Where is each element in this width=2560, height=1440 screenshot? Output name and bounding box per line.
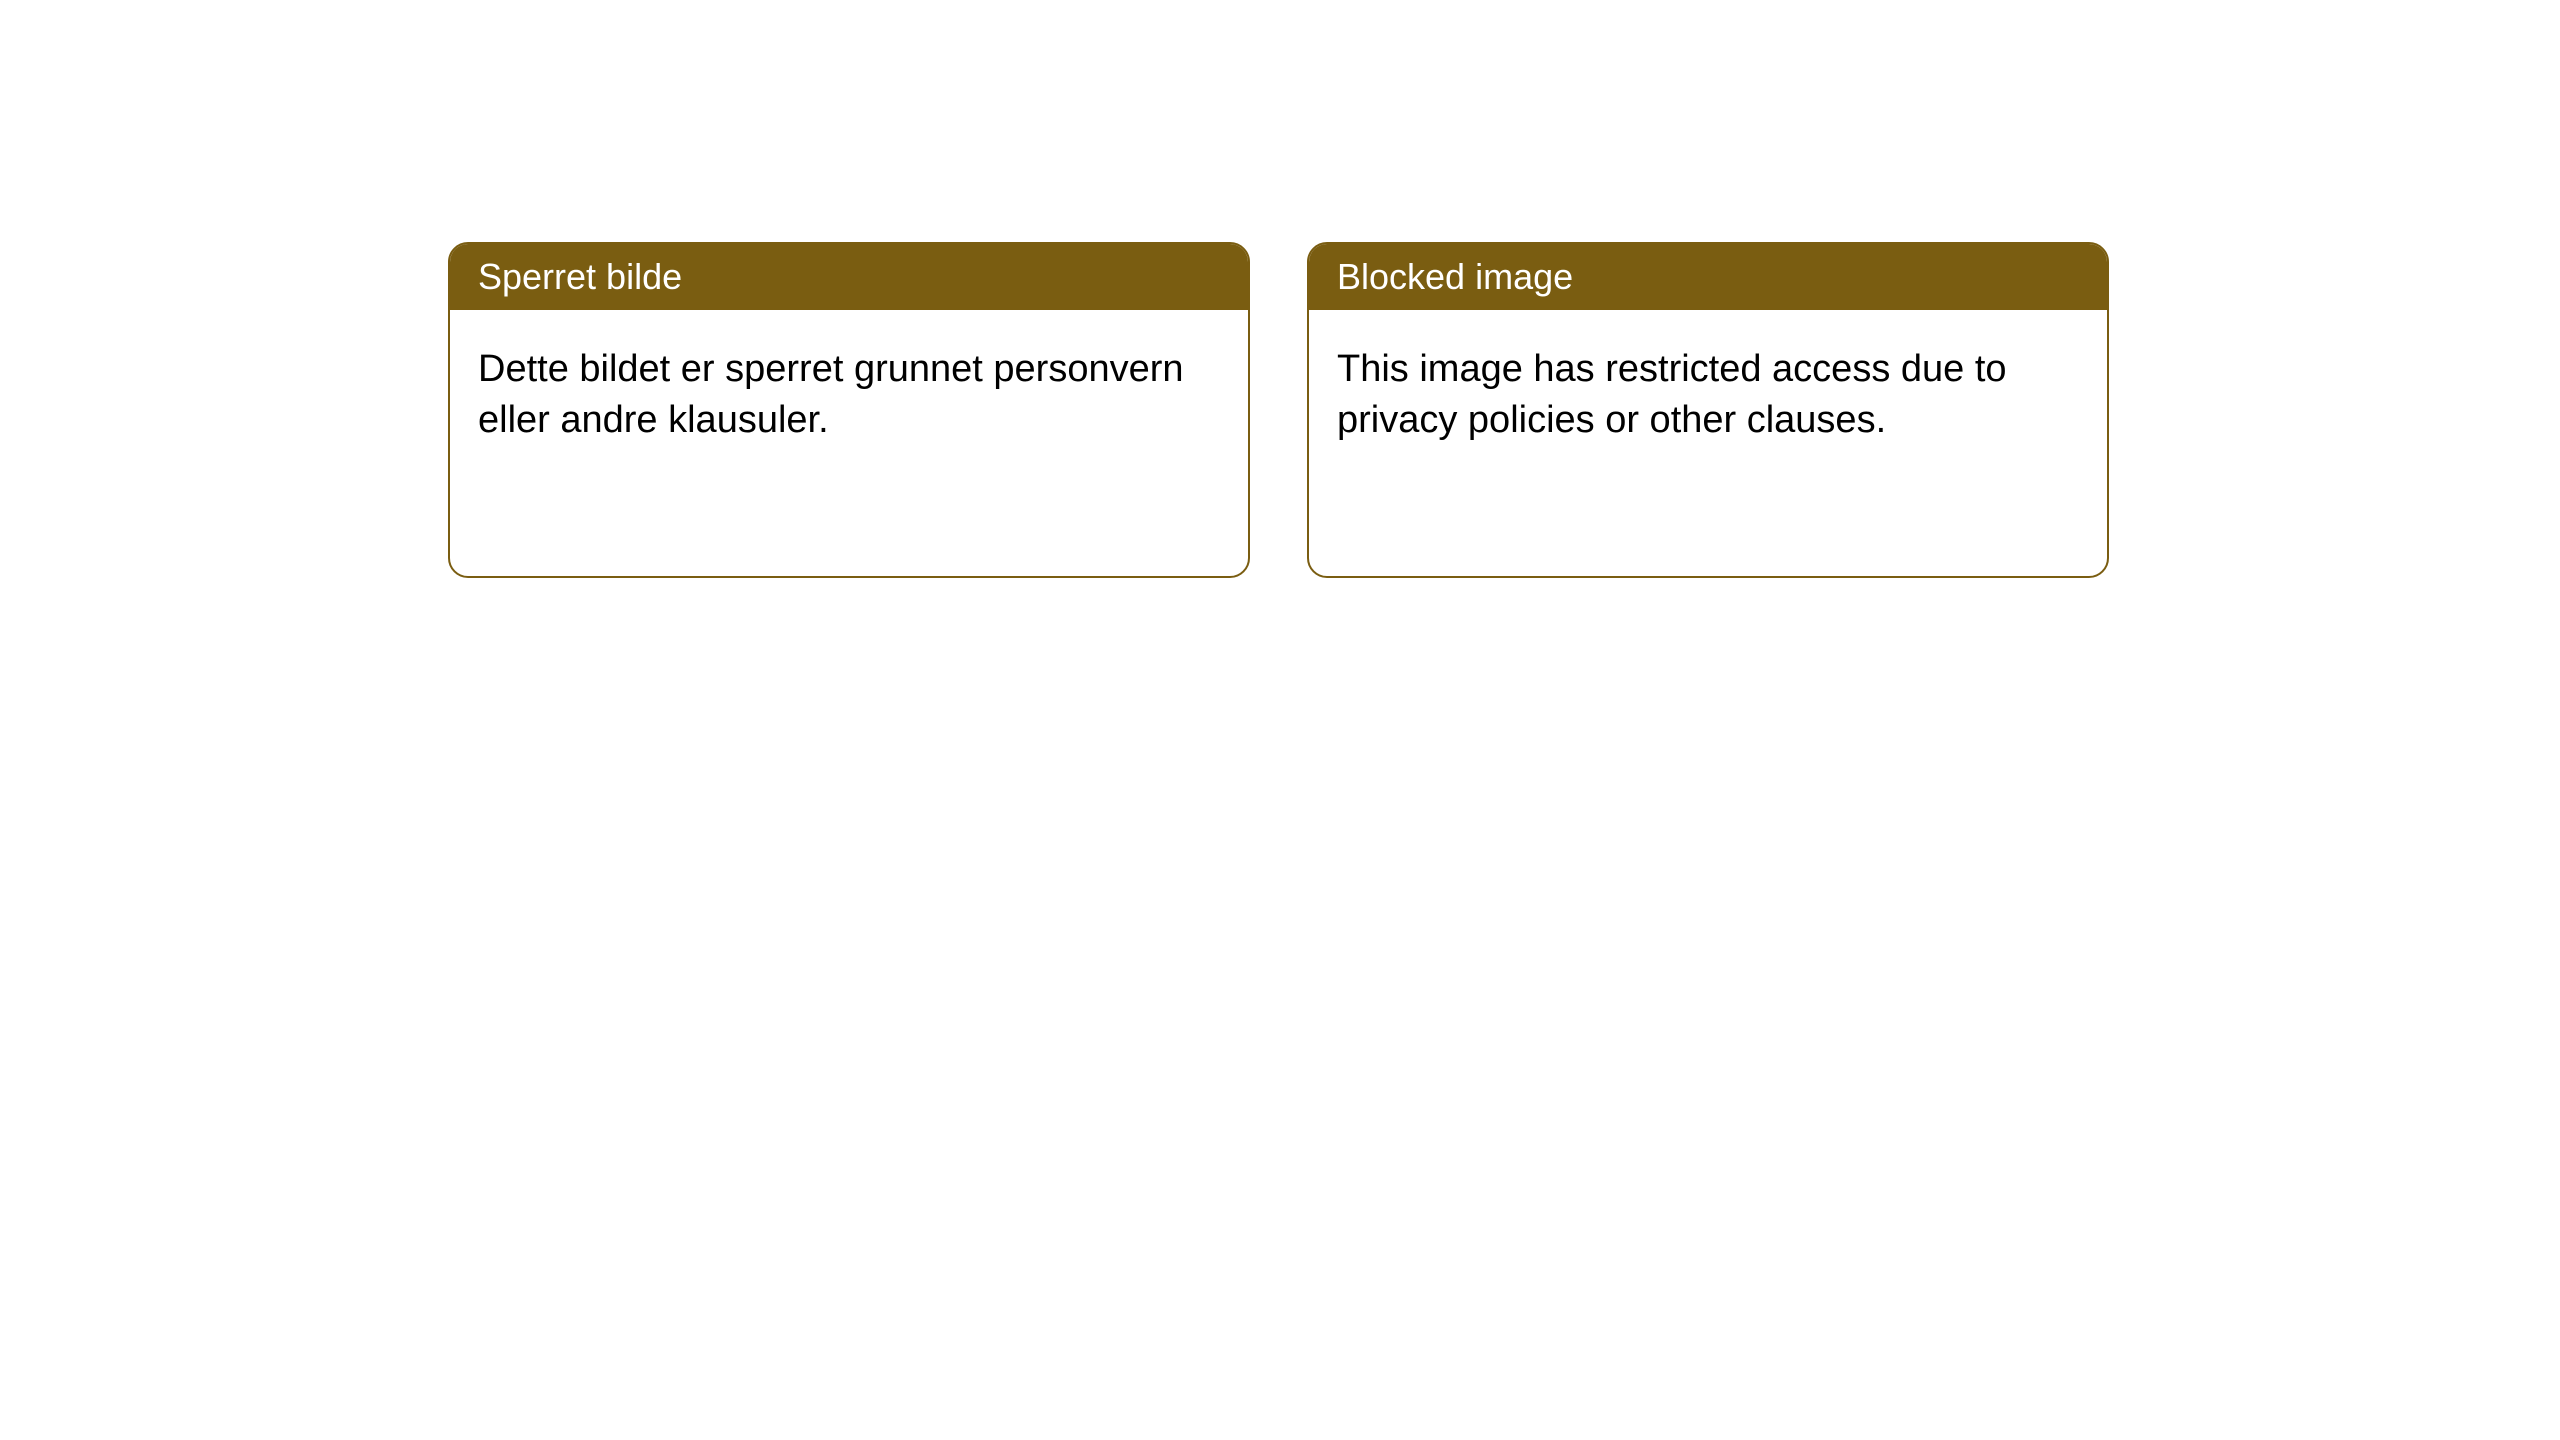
notice-card-en: Blocked image This image has restricted …	[1307, 242, 2109, 578]
notice-body-no: Dette bildet er sperret grunnet personve…	[450, 310, 1248, 481]
notice-container: Sperret bilde Dette bildet er sperret gr…	[0, 0, 2560, 578]
notice-title-en: Blocked image	[1309, 244, 2107, 310]
notice-body-en: This image has restricted access due to …	[1309, 310, 2107, 481]
notice-card-no: Sperret bilde Dette bildet er sperret gr…	[448, 242, 1250, 578]
notice-title-no: Sperret bilde	[450, 244, 1248, 310]
